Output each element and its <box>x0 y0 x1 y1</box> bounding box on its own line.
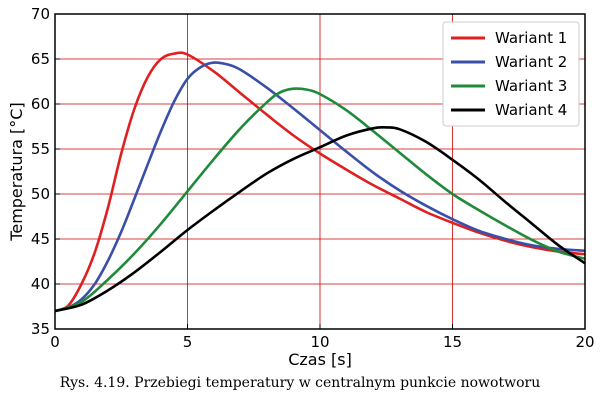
legend-label-wariant-1: Wariant 1 <box>495 29 567 47</box>
y-tick-label: 65 <box>31 50 50 68</box>
series-lines <box>54 51 586 313</box>
figure-caption: Rys. 4.19. Przebiegi temperatury w centr… <box>59 375 541 391</box>
x-tick-label: 20 <box>575 333 594 351</box>
x-tick-label: 5 <box>183 333 193 351</box>
legend: Wariant 1 Wariant 2 Wariant 3 Wariant 4 <box>442 21 580 127</box>
x-tick-label: 15 <box>443 333 462 351</box>
series-line-wariant-3 <box>54 87 586 313</box>
x-tick-label: 10 <box>310 333 329 351</box>
y-tick-label: 70 <box>31 5 50 23</box>
axis-ticks: 0 5 10 15 20 35 40 45 50 55 60 65 70 <box>31 5 595 351</box>
series-line-wariant-2 <box>54 61 586 313</box>
y-tick-label: 40 <box>31 275 50 293</box>
legend-label-wariant-3: Wariant 3 <box>495 77 567 95</box>
series-line-wariant-1 <box>54 51 586 313</box>
legend-box <box>442 21 580 127</box>
y-tick-label: 50 <box>31 185 50 203</box>
y-tick-label: 60 <box>31 95 50 113</box>
legend-label-wariant-2: Wariant 2 <box>495 53 567 71</box>
series-line-wariant-4 <box>54 125 586 313</box>
x-axis-label: Czas [s] <box>288 350 352 369</box>
y-axis-label: Temperatura [°C] <box>7 102 26 241</box>
x-tick-label: 0 <box>50 333 60 351</box>
y-tick-label: 45 <box>31 230 50 248</box>
y-tick-label: 55 <box>31 140 50 158</box>
legend-label-wariant-4: Wariant 4 <box>495 101 567 119</box>
y-tick-label: 35 <box>31 320 50 338</box>
